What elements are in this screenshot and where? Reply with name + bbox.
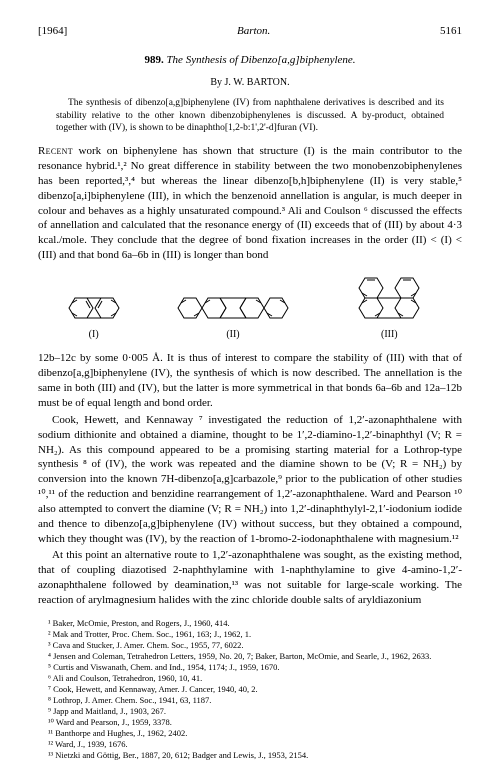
paragraph-2: 12b–12c by some 0·005 Å. It is thus of i… xyxy=(38,351,462,410)
structure-II: (II) xyxy=(174,291,292,342)
figure-label-II: (II) xyxy=(174,328,292,342)
paragraph-3: Cook, Hewett, and Kennaway ⁷ investigate… xyxy=(38,413,462,547)
abstract: The synthesis of dibenzo[a,g]biphenylene… xyxy=(56,97,444,134)
ref-11: ¹¹ Banthorpe and Hughes, J., 1962, 2402. xyxy=(38,728,462,739)
para1-body: work on biphenylene has shown that struc… xyxy=(38,145,462,261)
dibenzo-ai-biphenylene-icon xyxy=(341,273,437,325)
structure-figures: (I) xyxy=(38,273,462,342)
dibenzo-bh-biphenylene-icon xyxy=(174,291,292,325)
biphenylene-icon xyxy=(63,291,125,325)
structure-III: (III) xyxy=(341,273,437,342)
ref-5: ⁵ Curtis and Viswanath, Chem. and Ind., … xyxy=(38,662,462,673)
ref-12: ¹² Ward, J., 1939, 1676. xyxy=(38,739,462,750)
ref-9: ⁹ Japp and Maitland, J., 1903, 267. xyxy=(38,706,462,717)
references: ¹ Baker, McOmie, Preston, and Rogers, J.… xyxy=(38,618,462,762)
paragraph-1: Recent work on biphenylene has shown tha… xyxy=(38,144,462,263)
ref-4: ⁴ Jensen and Coleman, Tetrahedron Letter… xyxy=(38,651,462,662)
ref-3: ³ Cava and Stucker, J. Amer. Chem. Soc.,… xyxy=(38,640,462,651)
paragraph-4: At this point an alternative route to 1,… xyxy=(38,548,462,607)
author-line: By J. W. BARTON. xyxy=(38,76,462,90)
ref-10: ¹⁰ Ward and Pearson, J., 1959, 3378. xyxy=(38,717,462,728)
header-year: [1964] xyxy=(38,24,67,39)
article-title: 989. The Synthesis of Dibenzo[a,g]biphen… xyxy=(38,53,462,68)
running-header: [1964] Barton. 5161 xyxy=(38,24,462,39)
ref-2: ² Mak and Trotter, Proc. Chem. Soc., 196… xyxy=(38,629,462,640)
page-content: [1964] Barton. 5161 989. The Synthesis o… xyxy=(0,0,500,781)
ref-8: ⁸ Lothrop, J. Amer. Chem. Soc., 1941, 63… xyxy=(38,695,462,706)
para1-leadword: Recent xyxy=(38,145,73,157)
header-author: Barton. xyxy=(237,24,270,39)
article-number: 989. xyxy=(144,54,163,66)
article-title-text: The Synthesis of Dibenzo[a,g]biphenylene… xyxy=(166,54,355,66)
ref-13: ¹³ Nietzki and Göttig, Ber., 1887, 20, 6… xyxy=(38,750,462,761)
header-page-number: 5161 xyxy=(440,24,462,39)
ref-7: ⁷ Cook, Hewett, and Kennaway, Amer. J. C… xyxy=(38,684,462,695)
figure-label-I: (I) xyxy=(63,328,125,342)
figure-label-III: (III) xyxy=(341,328,437,342)
ref-1: ¹ Baker, McOmie, Preston, and Rogers, J.… xyxy=(38,618,462,629)
structure-I: (I) xyxy=(63,291,125,342)
